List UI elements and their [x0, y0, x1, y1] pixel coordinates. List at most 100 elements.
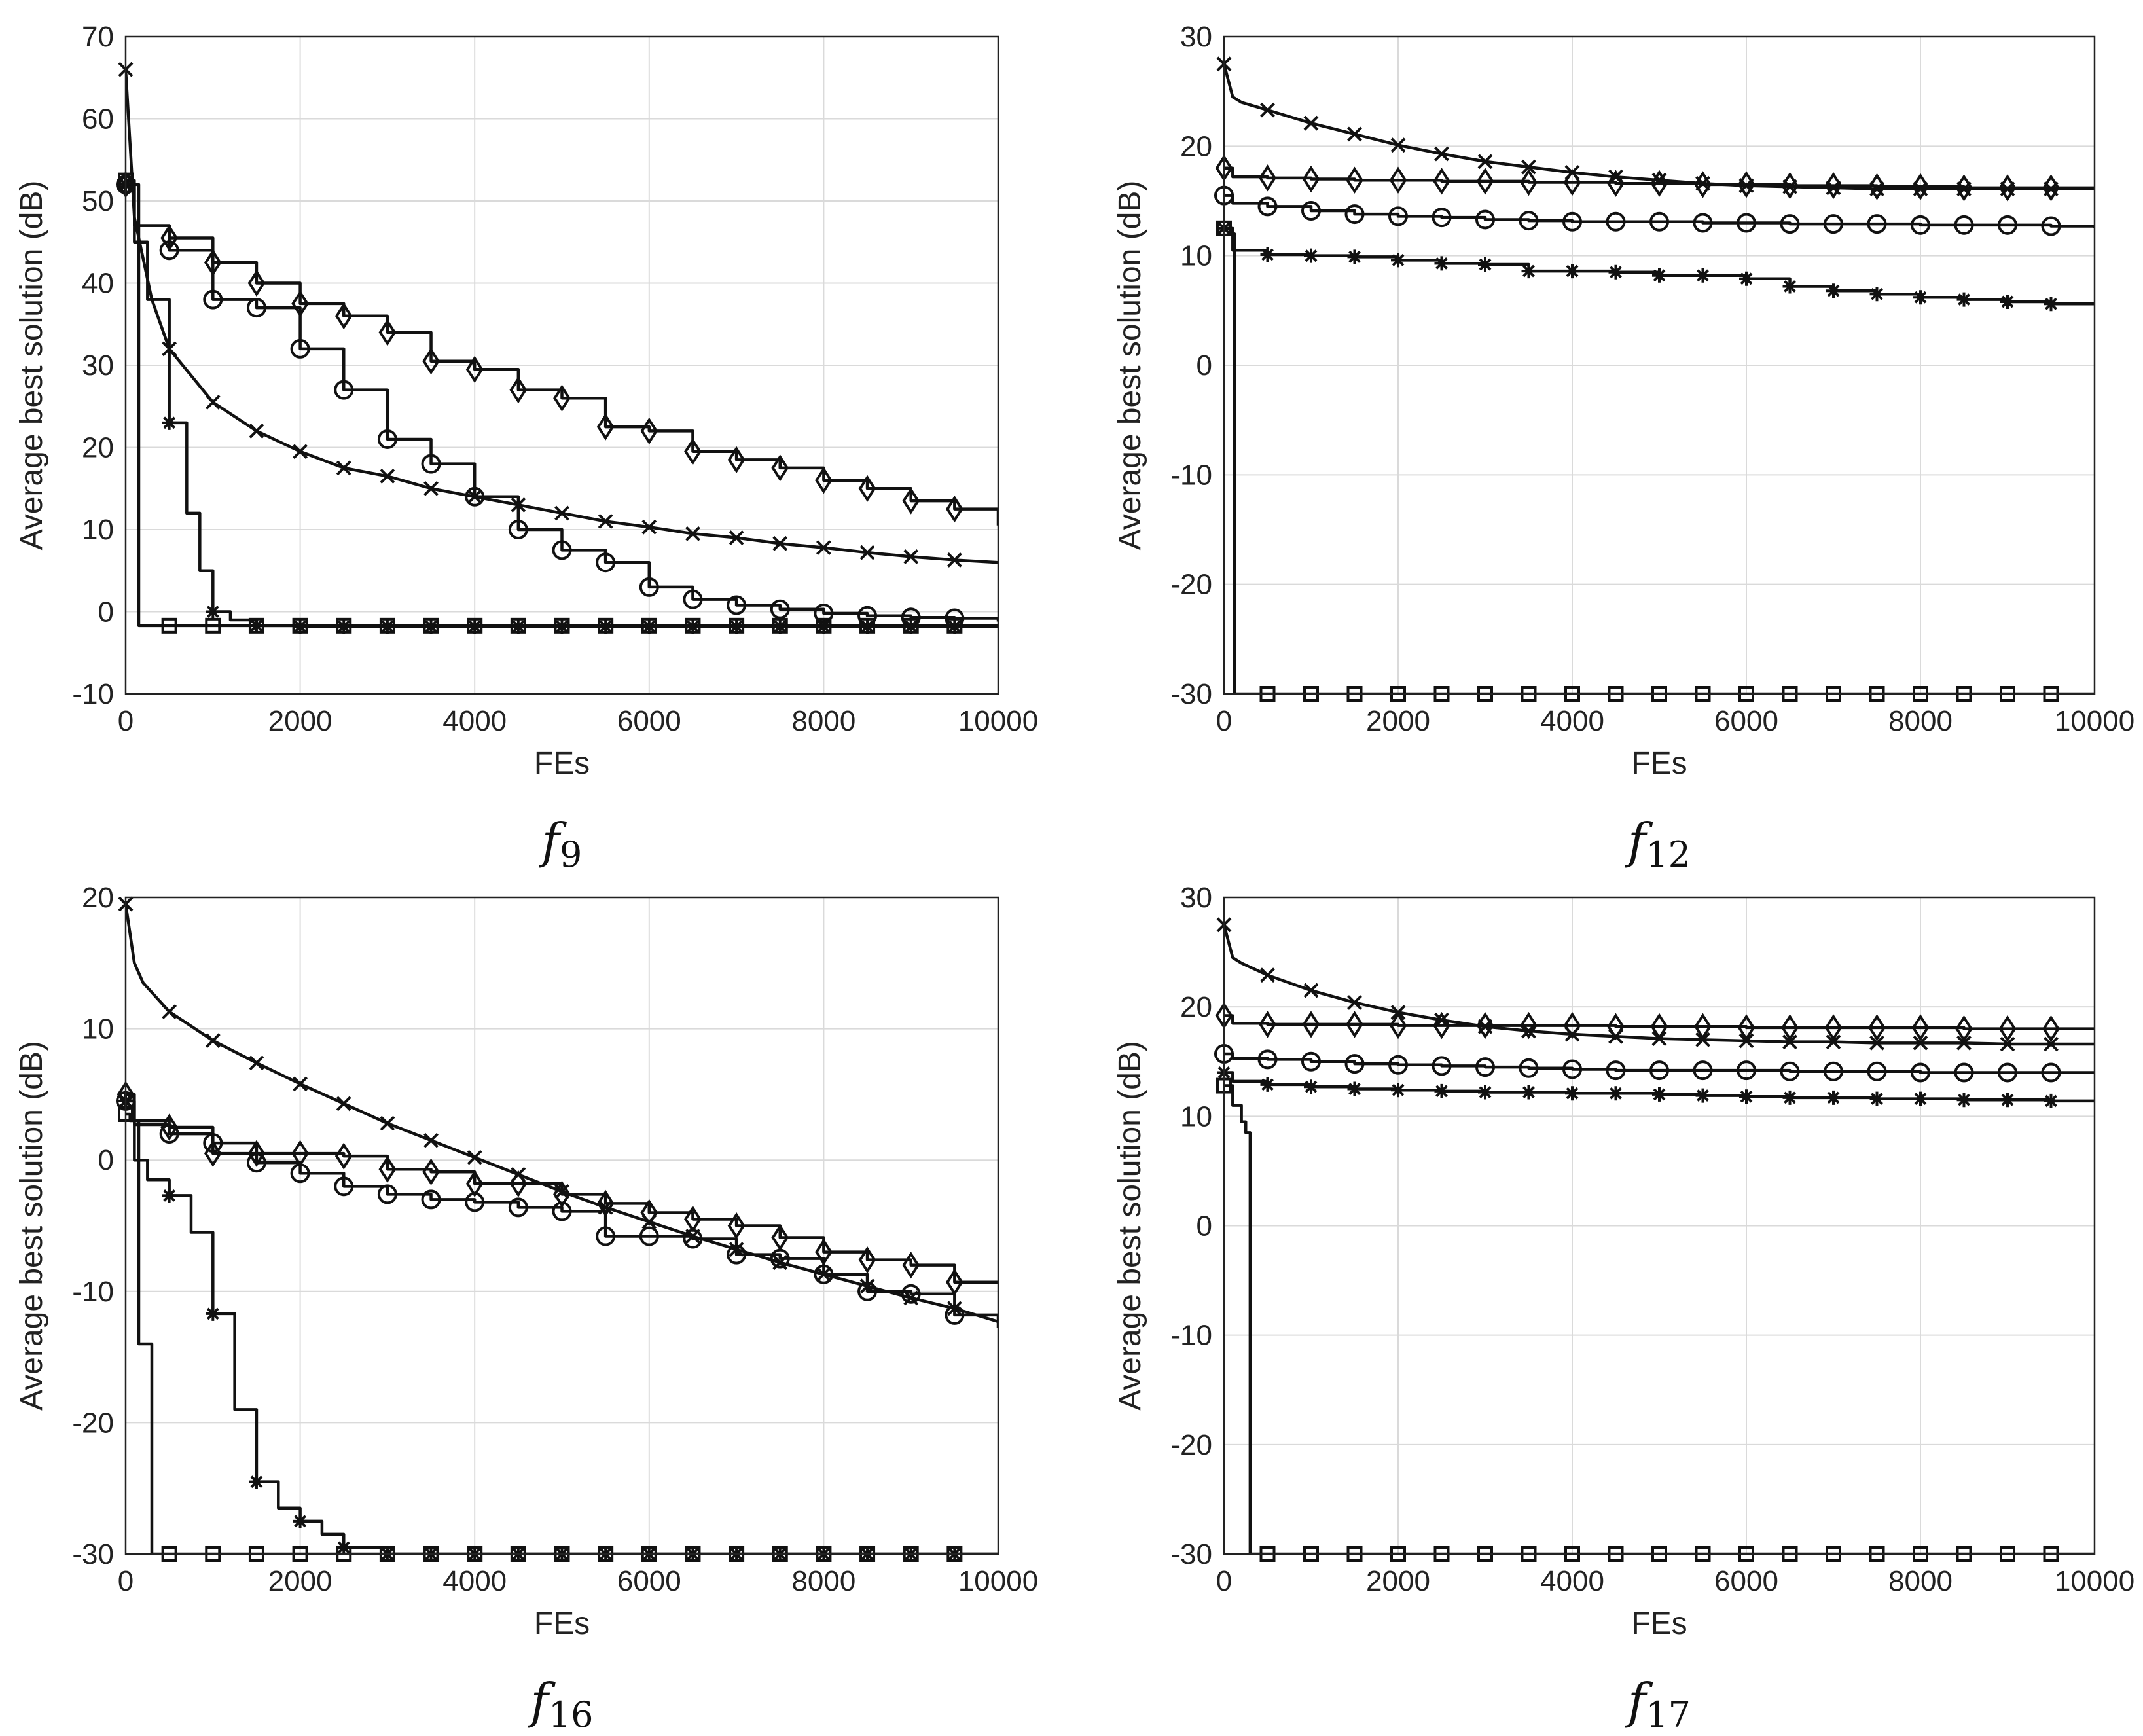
- marker-square: [816, 617, 832, 634]
- marker-square: [685, 617, 701, 634]
- marker-star: [206, 604, 221, 619]
- x-tick-label: 10000: [958, 1565, 1038, 1597]
- marker-circle: [1388, 206, 1408, 226]
- marker-circle: [901, 1284, 921, 1304]
- marker-circle: [639, 577, 659, 597]
- marker-star: [1304, 1079, 1318, 1094]
- markers-circle: [1214, 1044, 2061, 1083]
- marker-cross: [1434, 1012, 1449, 1028]
- marker-diamond: [465, 355, 484, 383]
- marker-diamond: [247, 1140, 266, 1167]
- marker-star: [1521, 1085, 1536, 1100]
- marker-diamond: [1302, 1011, 1320, 1038]
- x-tick-label: 10000: [2055, 1565, 2134, 1597]
- marker-diamond: [1476, 168, 1494, 195]
- marker-star: [903, 619, 918, 634]
- marker-circle: [1257, 1049, 1278, 1070]
- marker-diamond: [334, 302, 353, 330]
- marker-diamond: [1911, 1014, 1930, 1041]
- markers-cross: [118, 896, 962, 1316]
- marker-square: [205, 617, 221, 634]
- marker-circle: [1562, 211, 1582, 232]
- y-tick-label: -20: [1170, 569, 1212, 601]
- x-tick-label: 2000: [268, 1565, 333, 1597]
- marker-diamond: [1650, 1013, 1668, 1040]
- y-tick-label: -10: [72, 678, 114, 710]
- marker-circle: [334, 380, 354, 400]
- series-line-diamond: [1224, 1014, 2095, 1030]
- marker-diamond: [1737, 1014, 1756, 1041]
- marker-square: [903, 617, 919, 634]
- y-tick-label: 0: [98, 596, 114, 628]
- marker-star: [1782, 279, 1797, 294]
- marker-star: [1434, 1083, 1449, 1098]
- marker-circle: [770, 1248, 790, 1269]
- marker-diamond: [596, 1189, 615, 1218]
- marker-star: [1869, 287, 1884, 302]
- marker-square: [554, 617, 570, 634]
- marker-star: [1565, 264, 1579, 279]
- marker-circle: [1301, 201, 1321, 221]
- marker-cross: [1347, 995, 1362, 1010]
- y-tick-label: -20: [1170, 1429, 1212, 1461]
- marker-diamond: [1563, 1011, 1581, 1040]
- marker-star: [1434, 256, 1449, 271]
- y-tick-label: 20: [82, 432, 114, 464]
- marker-diamond: [160, 224, 179, 252]
- marker-diamond: [1650, 170, 1668, 197]
- marker-star: [1521, 264, 1536, 279]
- series-line-star: [126, 1099, 998, 1554]
- marker-star: [1565, 1086, 1579, 1101]
- marker-star: [1956, 292, 1972, 307]
- marker-star: [249, 1474, 264, 1489]
- marker-circle: [508, 1197, 528, 1218]
- marker-cross: [1434, 146, 1449, 162]
- y-tick-label: -10: [72, 1276, 114, 1308]
- marker-circle: [683, 589, 703, 609]
- marker-circle: [1475, 209, 1495, 230]
- marker-cross: [336, 460, 351, 476]
- y-tick-label: 60: [82, 103, 114, 136]
- marker-circle: [203, 1133, 223, 1153]
- marker-star: [380, 619, 395, 634]
- marker-cross: [859, 1278, 875, 1294]
- marker-diamond: [1868, 1014, 1886, 1041]
- marker-diamond: [640, 1199, 658, 1227]
- marker-circle: [727, 595, 747, 615]
- marker-cross: [162, 1004, 177, 1019]
- marker-diamond: [1824, 172, 1843, 200]
- marker-star: [2000, 294, 2015, 309]
- markers-circle: [116, 1091, 965, 1325]
- marker-circle: [1737, 213, 1756, 233]
- marker-diamond: [1998, 174, 2017, 202]
- y-axis-label: Average best solution (dB): [14, 181, 49, 551]
- plot-frame: [1223, 896, 2096, 1555]
- marker-diamond: [727, 1212, 746, 1240]
- marker-cross: [467, 1149, 482, 1165]
- marker-diamond: [1389, 166, 1407, 194]
- y-axis-label: Average best solution (dB): [1113, 181, 1147, 551]
- marker-circle: [1649, 1060, 1669, 1081]
- x-tick-label: 0: [118, 705, 134, 737]
- x-tick-label: 6000: [617, 1565, 681, 1597]
- marker-star: [293, 619, 308, 634]
- y-tick-label: -30: [1170, 678, 1212, 710]
- marker-cross: [903, 549, 919, 564]
- marker-circle: [1867, 214, 1887, 234]
- marker-square: [423, 617, 439, 634]
- caption-subscript: 9: [560, 834, 582, 875]
- y-axis-label: Average best solution (dB): [14, 1041, 49, 1411]
- marker-circle: [1998, 215, 2017, 235]
- marker-diamond: [1346, 166, 1363, 194]
- x-tick-label: 8000: [1888, 1565, 1953, 1597]
- marker-star: [1913, 1091, 1928, 1106]
- marker-diamond: [815, 1238, 833, 1266]
- marker-cross: [1303, 983, 1319, 998]
- x-tick-label: 6000: [1714, 705, 1778, 737]
- x-axis-label: FEs: [534, 1606, 590, 1641]
- marker-star: [1478, 1085, 1492, 1100]
- y-tick-label: 0: [1197, 350, 1212, 382]
- marker-cross: [598, 514, 613, 529]
- marker-star: [772, 619, 787, 634]
